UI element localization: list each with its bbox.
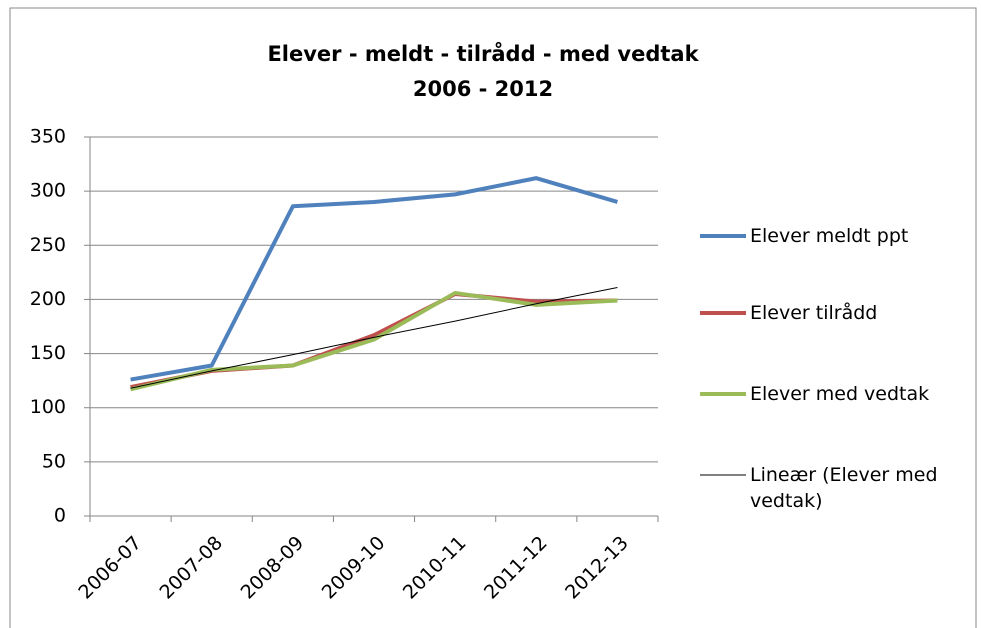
y-tick-label: 0 [54, 505, 66, 527]
series-line [130, 290, 618, 392]
series-line [130, 287, 618, 389]
y-tick-label: 200 [30, 288, 66, 310]
legend-label: Elever med vedtak [750, 383, 930, 405]
y-tick-label: 100 [30, 396, 66, 418]
legend-label: Elever tilrådd [750, 302, 878, 324]
legend-label: Lineær (Elever med vedtak) [750, 464, 938, 512]
chart-title: 2006 - 2012 [413, 77, 553, 101]
y-tick-label: 300 [30, 180, 66, 202]
y-tick-label: 250 [30, 234, 66, 256]
chart-border [9, 7, 977, 628]
legend-label: Elever meldt ppt [750, 225, 909, 247]
y-tick-label: 150 [30, 342, 66, 364]
y-tick-label: 350 [30, 126, 66, 148]
y-tick-label: 50 [42, 450, 66, 472]
series-line [130, 176, 618, 382]
chart-title: Elever - meldt - tilrådd - med vedtak [267, 41, 699, 66]
